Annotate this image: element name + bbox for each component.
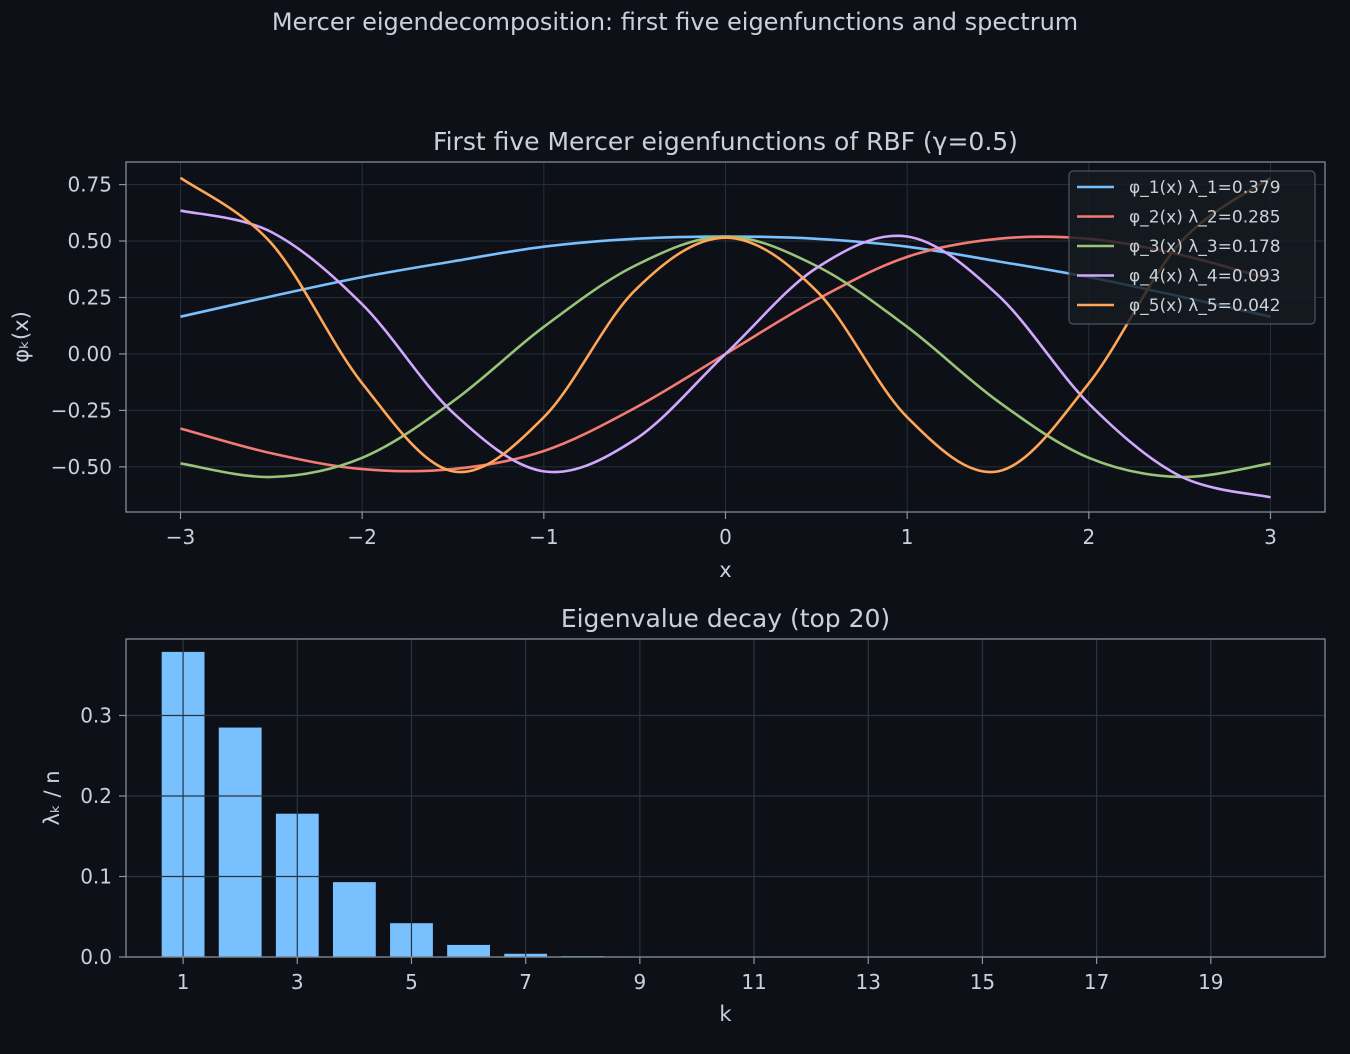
panel1-x-tick-label: −3: [166, 525, 195, 549]
panel2-y-axis-label: λₖ / n: [40, 770, 64, 825]
panel1-legend: φ_1(x) λ_1=0.379 φ_2(x) λ_2=0.285 φ_3(x) λ…: [1069, 171, 1315, 324]
legend-label-3: φ_3(x) λ_3=0.178: [1129, 237, 1281, 257]
panel2-x-tick-label: 5: [405, 970, 418, 994]
panel1-x-tick-label: 1: [901, 525, 914, 549]
legend-label-2: φ_2(x) λ_2=0.285: [1129, 208, 1281, 228]
panel2-x-tick-label: 9: [633, 970, 646, 994]
panel2-x-tick-label: 11: [741, 970, 766, 994]
panel1-title: First five Mercer eigenfunctions of RBF …: [433, 127, 1018, 156]
figure-suptitle: Mercer eigendecomposition: first five ei…: [272, 8, 1078, 36]
legend-label-5: φ_5(x) λ_5=0.042: [1129, 296, 1281, 316]
panel1-x-tick-label: 0: [719, 525, 732, 549]
panel1-y-tick-label: 0.75: [67, 173, 112, 197]
panel2-x-tick-label: 17: [1084, 970, 1109, 994]
panel1-x-axis-label: x: [719, 558, 731, 582]
panel2-x-tick-label: 1: [177, 970, 190, 994]
panel1-x-tick-label: 2: [1082, 525, 1095, 549]
panel2-x-tick-label: 13: [856, 970, 881, 994]
eigenvalue-bar-6: [447, 945, 490, 957]
panel1-x-tick-label: 3: [1264, 525, 1277, 549]
panel1-y-tick-label: 0.25: [67, 285, 112, 309]
panel1-y-tick-label: 0.00: [67, 342, 112, 366]
panel1-y-tick-label: −0.25: [51, 398, 112, 422]
panel2-y-tick-label: 0.2: [80, 784, 112, 808]
panel2-x-tick-label: 15: [970, 970, 995, 994]
panel2-x-tick-label: 7: [519, 970, 532, 994]
panel2-x-axis-label: k: [719, 1002, 732, 1026]
legend-label-4: φ_4(x) λ_4=0.093: [1129, 267, 1281, 287]
panel1-x-tick-label: −2: [347, 525, 376, 549]
eigenvalue-bar-2: [219, 728, 262, 957]
panel2-y-tick-label: 0.3: [80, 703, 112, 727]
panel2-title: Eigenvalue decay (top 20): [561, 604, 890, 633]
panel2-x-tick-label: 3: [291, 970, 304, 994]
legend-label-1: φ_1(x) λ_1=0.379: [1129, 178, 1281, 198]
eigenvalue-bar-4: [333, 882, 376, 957]
panel1-y-axis-label: φₖ(x): [9, 311, 33, 363]
panel2-y-tick-label: 0.0: [80, 945, 112, 969]
panel1-x-tick-label: −1: [529, 525, 558, 549]
panel2-x-tick-label: 19: [1198, 970, 1223, 994]
panel1-y-tick-label: 0.50: [67, 229, 112, 253]
panel1-y-tick-label: −0.50: [51, 455, 112, 479]
panel2-y-tick-label: 0.1: [80, 864, 112, 888]
